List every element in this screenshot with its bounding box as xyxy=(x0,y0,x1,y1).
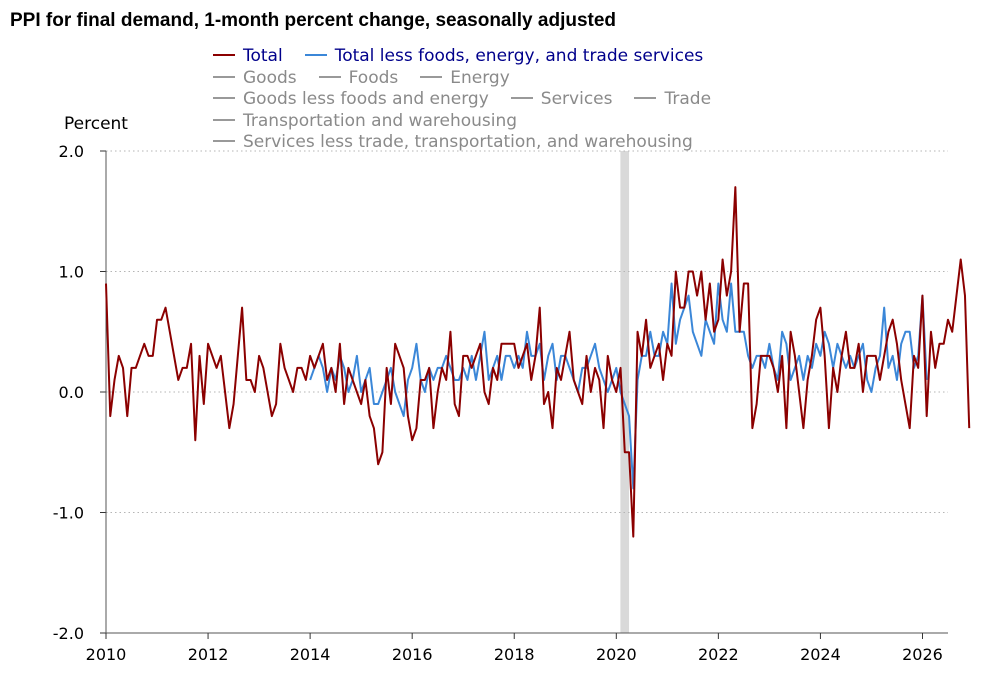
legend-swatch xyxy=(213,54,235,56)
legend-item-goods[interactable]: Goods xyxy=(213,68,297,90)
legend-swatch xyxy=(510,97,533,99)
x-tick-label: 2016 xyxy=(392,645,433,664)
legend-row: Goods Foods Energy xyxy=(213,68,733,90)
legend-item-services-less-trade-transportation-and-warehousing[interactable]: Services less trade, transportation, and… xyxy=(213,132,693,154)
chart-title: PPI for final demand, 1-month percent ch… xyxy=(10,10,617,31)
legend-swatch xyxy=(213,118,235,121)
legend-swatch xyxy=(213,140,235,142)
legend-label: Services less trade, transportation, and… xyxy=(243,132,693,152)
y-tick-label: -1.0 xyxy=(53,504,84,523)
legend-item-foods[interactable]: Foods xyxy=(318,67,399,90)
legend-label: Transportation and warehousing xyxy=(243,110,518,131)
legend-item-transportation-and-warehousing[interactable]: Transportation and warehousing xyxy=(213,111,517,133)
legend-item-goods-less-foods-and-energy[interactable]: Goods less foods and energy xyxy=(213,89,489,111)
legend-label: Total xyxy=(243,46,283,66)
legend-row: Transportation and warehousing xyxy=(213,111,733,133)
y-tick-label: -2.0 xyxy=(53,624,84,643)
legend: Total Total less foods, energy, and trade… xyxy=(213,46,733,154)
x-tick-label: 2024 xyxy=(800,645,841,664)
legend-swatch xyxy=(318,75,341,78)
legend-swatch xyxy=(304,54,327,56)
x-tick-label: 2014 xyxy=(290,645,331,664)
legend-label: Energy xyxy=(450,67,510,88)
legend-label: Trade xyxy=(664,89,712,109)
legend-item-energy[interactable]: Energy xyxy=(420,68,510,90)
legend-row: Total Total less foods, energy, and trade… xyxy=(213,46,733,68)
y-axis-title: Percent xyxy=(64,114,128,134)
legend-swatch xyxy=(420,75,443,78)
x-tick-label: 2022 xyxy=(698,645,739,664)
legend-row: Goods less foods and energy Services Trade xyxy=(213,89,733,111)
y-tick-label: 1.0 xyxy=(59,263,84,282)
y-tick-label: 2.0 xyxy=(59,142,84,161)
legend-row: Services less trade, transportation, and… xyxy=(213,132,733,154)
series-line-total xyxy=(105,186,971,538)
legend-swatch xyxy=(213,97,235,99)
legend-label: Total less foods, energy, and trade serv… xyxy=(334,46,704,66)
legend-item-total[interactable]: Total xyxy=(213,46,283,68)
series-layer xyxy=(105,186,971,538)
x-tick-label: 2010 xyxy=(86,645,127,664)
legend-label: Services xyxy=(540,89,613,109)
legend-item-trade[interactable]: Trade xyxy=(634,89,711,111)
legend-item-services[interactable]: Services xyxy=(510,89,613,111)
series-line-total-less-foods-energy-and-trade-services xyxy=(309,282,928,490)
legend-item-total-less-foods-energy-and-trade-services[interactable]: Total less foods, energy, and trade serv… xyxy=(304,46,704,68)
legend-swatch xyxy=(634,97,657,99)
legend-label: Goods less foods and energy xyxy=(243,89,489,109)
legend-label: Foods xyxy=(348,67,399,88)
x-tick-label: 2020 xyxy=(596,645,637,664)
gridlines xyxy=(106,150,948,513)
x-tick-label: 2012 xyxy=(188,645,229,664)
legend-swatch xyxy=(213,75,235,78)
y-tick-label: 0.0 xyxy=(59,383,84,402)
x-tick-label: 2026 xyxy=(902,645,943,664)
legend-label: Goods xyxy=(243,67,297,88)
x-tick-label: 2018 xyxy=(494,645,535,664)
